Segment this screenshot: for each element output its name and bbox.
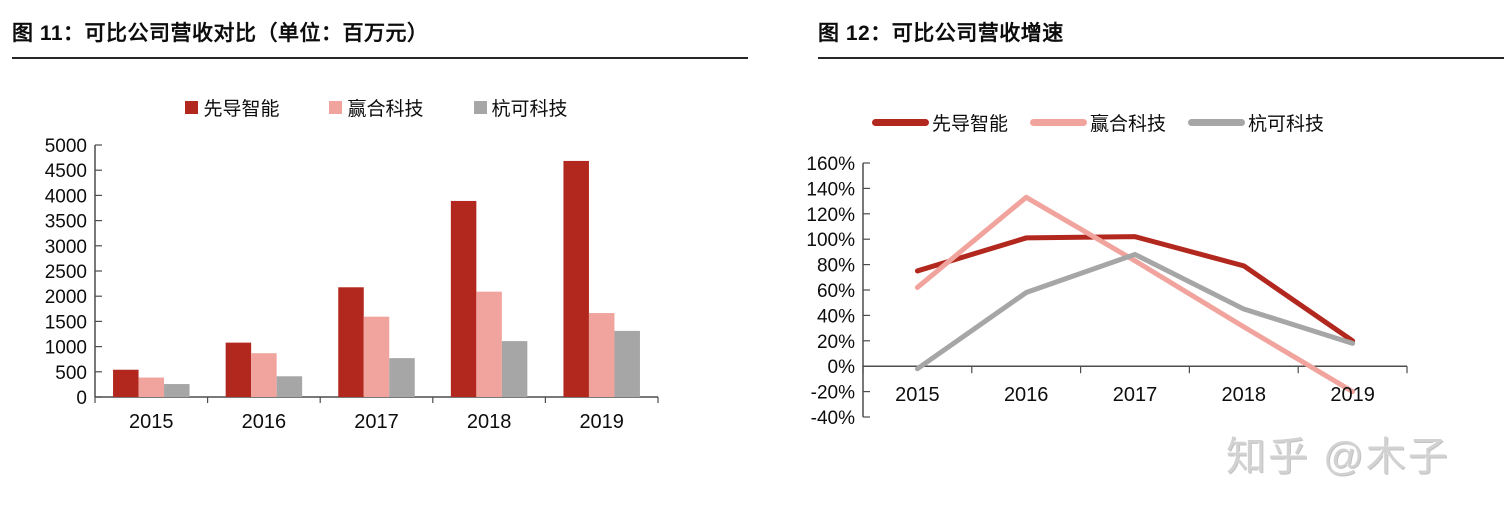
line-xtick-label: 2017 — [1113, 384, 1158, 406]
line-ytick-label: 160% — [806, 154, 855, 175]
bar-2018-2 — [501, 341, 528, 397]
bar-2016-0 — [225, 342, 252, 397]
watermark: 知乎 @木子 — [1226, 435, 1450, 479]
bar-ytick-label: 3500 — [45, 212, 87, 233]
bar-xtick-label: 2019 — [579, 411, 624, 433]
bar-2018-1 — [476, 291, 502, 397]
line-series-2 — [914, 251, 1356, 372]
legend-line-marker-1 — [1030, 119, 1088, 126]
bar-chart-figure: 先导智能 赢合科技 杭可科技 0 500 1000 1500 2000 2500 3000 350… — [0, 85, 760, 465]
bar-ytick-label: 1000 — [45, 338, 87, 359]
bar-ytick-label: 2500 — [45, 262, 87, 283]
bar-xtick-label: 2015 — [129, 411, 174, 433]
bar-ytick-label: 1500 — [45, 312, 87, 333]
legend-item-0: 先导智能 — [872, 109, 1008, 136]
bar-ytick-label: 4000 — [45, 186, 87, 207]
legend-label-0: 先导智能 — [203, 99, 280, 120]
bar-ytick-label: 2000 — [45, 287, 87, 308]
line-ytick-label: 80% — [817, 256, 855, 277]
bar-2015-2 — [164, 384, 190, 397]
bar-series-0 — [113, 160, 589, 397]
line-ytick-label: 60% — [817, 281, 855, 302]
bar-series-1 — [138, 291, 615, 397]
legend-label-2: 杭可科技 — [491, 99, 568, 120]
bar-xtick-label: 2018 — [467, 411, 512, 433]
line-ytick-label: -40% — [811, 408, 855, 429]
bar-ytick-label: 0 — [76, 388, 87, 409]
bar-2015-1 — [138, 377, 165, 397]
line-xtick-label: 2015 — [895, 384, 940, 406]
legend-item-1: 赢合科技 — [1030, 109, 1166, 136]
line-ytick-label: 0% — [828, 357, 856, 378]
legend-item-2: 杭可科技 — [1188, 109, 1324, 136]
line-series-1 — [914, 194, 1356, 395]
legend-label-1: 赢合科技 — [347, 99, 424, 120]
bar-series-2 — [164, 330, 640, 397]
line-ytick-label: 140% — [806, 179, 855, 200]
legend-item-2: 杭可科技 — [473, 94, 568, 121]
line-xtick-label: 2016 — [1004, 384, 1048, 406]
legend-item-1: 赢合科技 — [329, 94, 424, 121]
figure-12-title: 图 12：可比公司营收增速 — [818, 0, 1504, 59]
line-ytick-label: 120% — [806, 205, 855, 226]
bar-2019-0 — [563, 160, 589, 397]
line-chart-canvas: -40% -20% 0% 20% 40% 60% 80% 100% 120% 140% 160% 20… — [806, 154, 1408, 429]
bar-2015-0 — [113, 369, 139, 397]
legend-square-marker-0 — [185, 101, 199, 114]
legend-line-marker-0 — [872, 119, 929, 126]
bar-xtick-label: 2017 — [354, 411, 399, 433]
legend-square-marker-2 — [473, 101, 487, 114]
bar-2017-0 — [338, 287, 364, 397]
bar-ytick-label: 5000 — [45, 136, 87, 157]
bar-xtick-label: 2016 — [242, 411, 287, 433]
bar-2017-1 — [363, 316, 390, 397]
line-xtick-label: 2018 — [1222, 384, 1267, 406]
legend-label-0: 先导智能 — [932, 114, 1009, 135]
line-xtick-label: 2019 — [1330, 384, 1375, 406]
line-ytick-label: 20% — [817, 332, 855, 353]
bar-2017-2 — [389, 358, 415, 397]
bar-2016-2 — [276, 376, 303, 397]
bar-ytick-label: 3000 — [45, 237, 87, 258]
legend-label-1: 赢合科技 — [1090, 114, 1167, 135]
bar-2019-2 — [614, 330, 640, 397]
bar-chart-canvas: 0 500 1000 1500 2000 2500 3000 3500 4000 4500 5000… — [45, 136, 659, 433]
line-chart-legend: 先导智能 赢合科技 杭可科技 — [872, 109, 1324, 136]
line-chart-figure: 先导智能 赢合科技 杭可科技 -40% -20% 0% 20% 40% 60% 80% 100% 1… — [760, 85, 1504, 465]
bar-2019-1 — [588, 313, 615, 397]
bar-chart-legend: 先导智能 赢合科技 杭可科技 — [95, 94, 658, 121]
bar-ytick-label: 4500 — [45, 161, 87, 182]
bar-2016-1 — [251, 353, 277, 397]
bar-2018-0 — [450, 200, 477, 397]
line-axes — [862, 162, 1408, 418]
figure-11-title: 图 11：可比公司营收对比（单位：百万元） — [12, 0, 748, 59]
line-ytick-label: 40% — [817, 306, 855, 327]
legend-item-0: 先导智能 — [185, 94, 279, 121]
legend-square-marker-1 — [329, 101, 343, 114]
line-ytick-label: 100% — [806, 230, 855, 251]
bar-ytick-label: 500 — [55, 363, 87, 384]
line-series-0 — [914, 234, 1356, 344]
legend-label-2: 杭可科技 — [1248, 114, 1325, 135]
line-ytick-label: -20% — [811, 383, 855, 404]
legend-line-marker-2 — [1188, 119, 1246, 126]
